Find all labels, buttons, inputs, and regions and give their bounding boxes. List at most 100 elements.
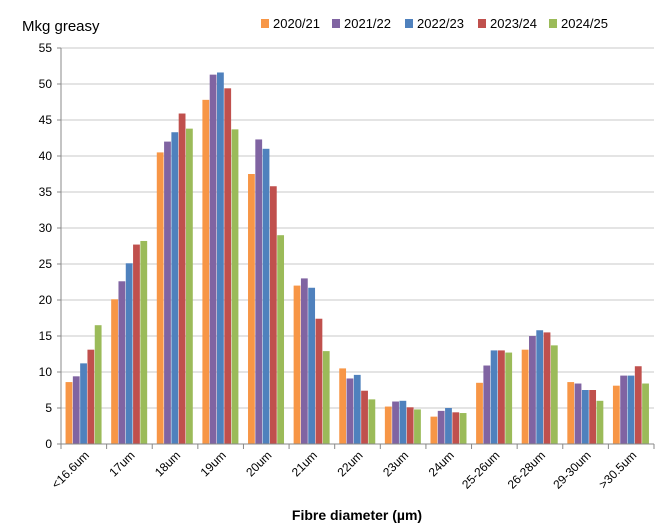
bar — [346, 378, 354, 444]
bar — [65, 382, 73, 444]
bar — [490, 350, 498, 444]
bar — [521, 349, 529, 444]
bar — [202, 99, 210, 444]
axes — [57, 47, 655, 449]
legend-label: 2022/23 — [417, 16, 464, 31]
legend-swatch — [478, 19, 486, 28]
bar — [406, 407, 414, 444]
bar — [87, 349, 95, 444]
x-tick-label: 21um — [289, 448, 320, 479]
bar — [581, 390, 589, 444]
gridlines — [61, 47, 654, 409]
y-tick-label: 25 — [39, 257, 53, 271]
bar — [620, 375, 628, 444]
x-tick-label: 18um — [152, 448, 183, 479]
bar — [248, 174, 255, 444]
legend-swatch — [261, 19, 269, 28]
bar — [543, 332, 551, 444]
bar — [293, 285, 301, 444]
bar — [361, 390, 368, 444]
bar — [164, 141, 171, 444]
bar — [596, 400, 604, 444]
bar — [185, 128, 193, 444]
bar — [399, 400, 407, 444]
bar — [642, 383, 649, 444]
x-tick-label: 24um — [426, 448, 457, 479]
bar — [269, 186, 277, 445]
bar — [612, 385, 620, 444]
y-tick-label: 40 — [39, 149, 53, 163]
bar — [550, 345, 558, 444]
chart-title: Mkg greasy — [22, 18, 100, 35]
y-tick-label: 55 — [39, 41, 53, 55]
y-tick-label: 35 — [39, 185, 53, 199]
legend-swatch — [332, 19, 340, 28]
bar — [368, 399, 376, 444]
legend-label: 2024/25 — [561, 16, 608, 31]
bar — [133, 244, 140, 444]
bar — [339, 368, 347, 444]
bar — [224, 88, 232, 444]
bar — [217, 72, 224, 444]
bar — [171, 132, 179, 445]
x-tick-label: 26-28um — [505, 448, 548, 491]
legend-label: 2021/22 — [344, 16, 391, 31]
bar — [483, 365, 491, 444]
legend-swatch — [405, 19, 413, 28]
x-tick-label: >30.5um — [596, 448, 639, 491]
y-tick-label: 15 — [39, 329, 53, 343]
bar — [353, 374, 361, 444]
x-tick-labels: <16.6um 17um 18um 19um 20um 21um 22um 23um 24um 2… — [49, 448, 640, 491]
bar — [384, 406, 392, 444]
x-tick-label: 17um — [106, 448, 137, 479]
bar — [94, 325, 102, 444]
x-tick-label: 25-26um — [459, 448, 502, 491]
y-tick-label: 50 — [39, 77, 53, 91]
bar — [140, 240, 148, 444]
y-tick-label: 20 — [39, 293, 53, 307]
y-tick-label: 45 — [39, 113, 53, 127]
bar — [322, 351, 330, 444]
bar — [589, 390, 597, 444]
bar — [308, 287, 316, 444]
bar — [72, 376, 80, 444]
bar — [452, 412, 460, 444]
bar — [111, 299, 118, 444]
x-tick-label: 23um — [380, 448, 411, 479]
y-tick-label: 5 — [45, 401, 52, 415]
bar — [430, 416, 438, 444]
bar — [156, 152, 164, 444]
bar — [476, 382, 483, 444]
bar — [118, 281, 126, 444]
bar — [445, 408, 452, 444]
bar — [80, 363, 87, 444]
legend-label: 2020/21 — [273, 16, 320, 31]
y-tick-label: 10 — [39, 365, 53, 379]
bar — [634, 366, 642, 444]
x-tick-label: 19um — [198, 448, 229, 479]
bar — [209, 74, 217, 444]
x-tick-label: 22um — [334, 448, 365, 479]
y-tick-label: 0 — [45, 437, 52, 451]
bar — [536, 330, 544, 444]
legend: 2020/21 2021/22 2022/23 2023/24 2024/25 — [261, 16, 608, 31]
y-tick-labels: 0 5 10 15 20 25 30 35 40 45 50 55 — [39, 41, 53, 451]
bar — [627, 375, 635, 444]
legend-swatch — [549, 19, 557, 28]
bar — [255, 139, 263, 444]
x-tick-label: 29-30um — [550, 448, 593, 491]
bar — [178, 113, 186, 445]
bar — [567, 382, 575, 444]
bar — [505, 352, 513, 444]
bar — [529, 336, 536, 444]
legend-label: 2023/24 — [490, 16, 537, 31]
x-axis-label: Fibre diameter (µm) — [292, 507, 422, 523]
bar — [574, 383, 582, 444]
bar — [392, 401, 399, 444]
y-tick-label: 30 — [39, 221, 53, 235]
bar — [231, 129, 239, 445]
bar — [437, 410, 445, 444]
x-tick-label: 20um — [243, 448, 274, 479]
bar — [262, 148, 270, 445]
bar-series-group — [65, 72, 649, 445]
